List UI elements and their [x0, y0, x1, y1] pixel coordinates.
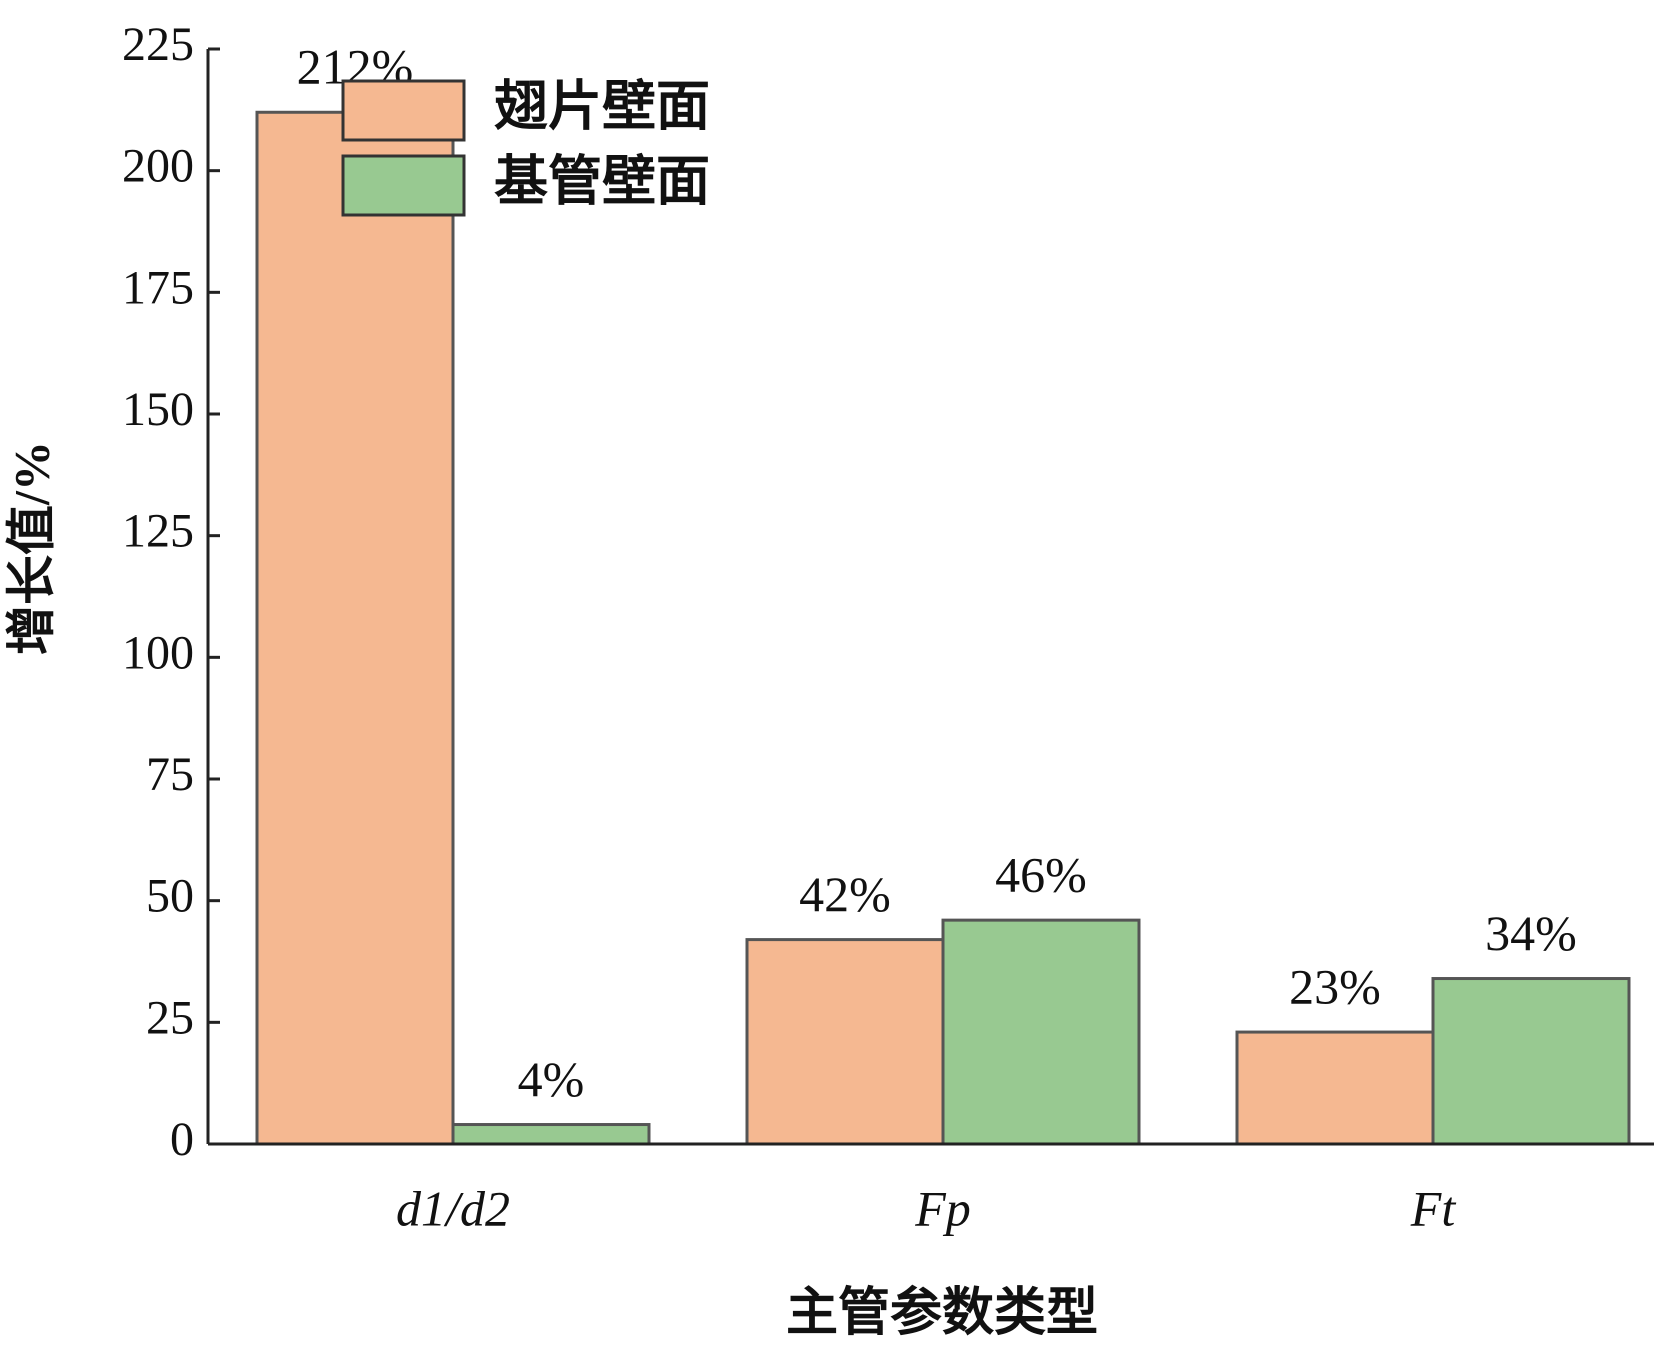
- legend-label: 翅片壁面: [494, 76, 710, 136]
- value-label: 23%: [1289, 959, 1381, 1015]
- value-label: 42%: [799, 866, 891, 922]
- y-tick-label: 200: [122, 140, 194, 193]
- bar: [745, 938, 945, 1146]
- y-tick-label: 25: [146, 991, 194, 1044]
- y-tick-label: 50: [146, 870, 194, 923]
- y-tick-label: 125: [122, 505, 194, 558]
- value-label: 34%: [1485, 905, 1577, 961]
- bar: [941, 918, 1141, 1146]
- bar: [1235, 1030, 1435, 1146]
- x-axis-label: 主管参数类型: [786, 1284, 1098, 1342]
- value-label: 4%: [518, 1051, 585, 1107]
- y-tick-label: 175: [122, 261, 194, 314]
- y-tick-label: 100: [122, 626, 194, 679]
- y-tick-label: 75: [146, 748, 194, 801]
- legend-swatch: [341, 154, 466, 217]
- bar: [1431, 977, 1631, 1146]
- legend-label: 基管壁面: [494, 151, 710, 211]
- y-tick-label: 0: [170, 1113, 194, 1166]
- x-tick-label: Ft: [1410, 1180, 1457, 1236]
- x-tick-label: d1/d2: [396, 1180, 510, 1236]
- x-tick-label: Fp: [914, 1180, 971, 1236]
- y-tick-label: 225: [122, 18, 194, 71]
- legend-swatch: [341, 79, 466, 142]
- y-tick-label: 150: [122, 383, 194, 436]
- bar: [451, 1123, 651, 1146]
- y-axis-label: 增长值/%: [3, 441, 59, 655]
- value-label: 46%: [995, 847, 1087, 903]
- bar: [255, 110, 455, 1146]
